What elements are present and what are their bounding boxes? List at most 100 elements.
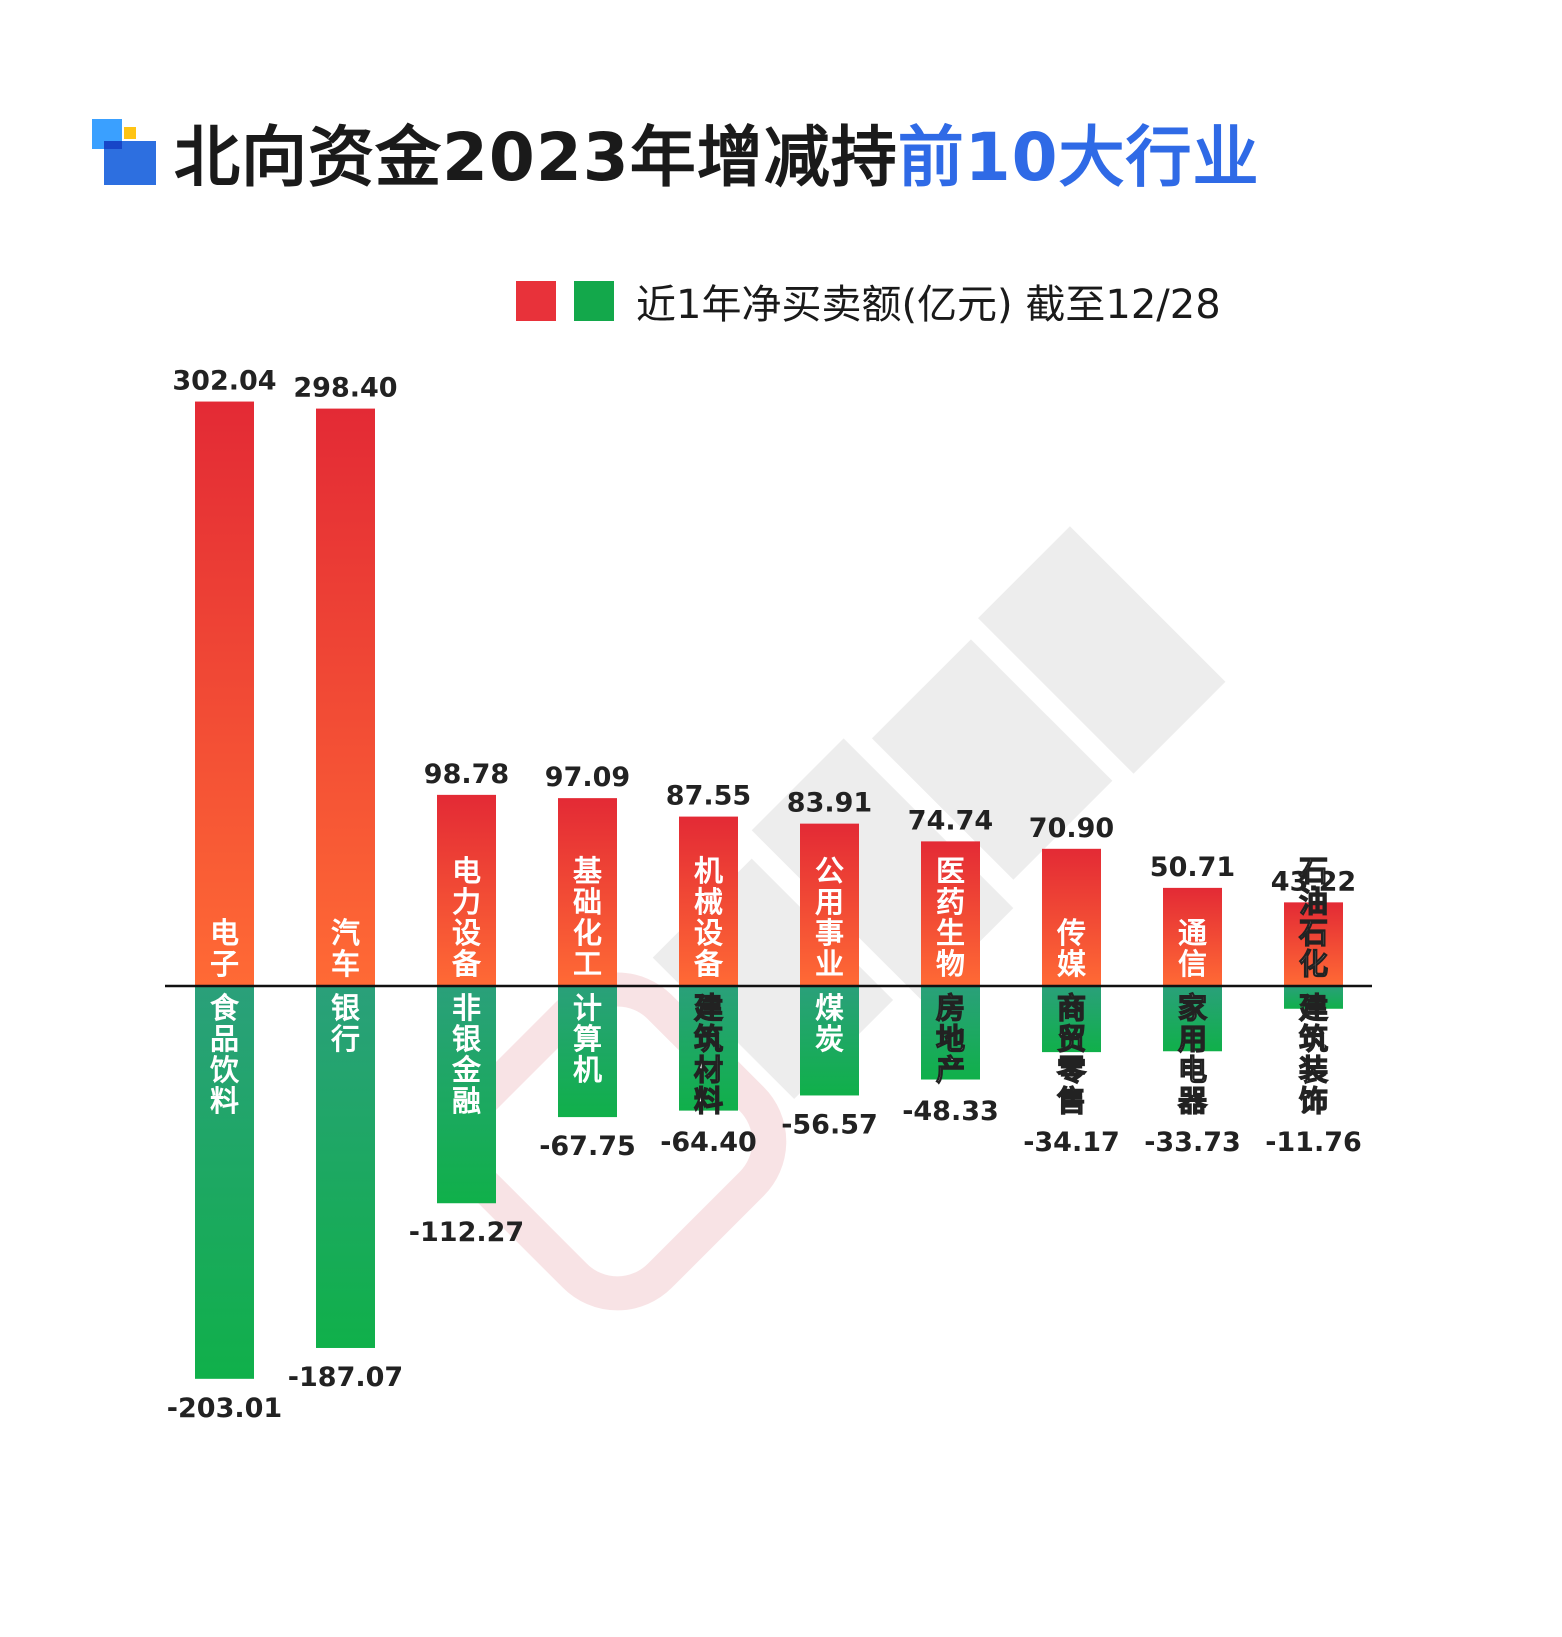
bar-positive (558, 798, 617, 986)
category-label-char: 设 (694, 916, 723, 950)
value-label-negative: -34.17 (1023, 1127, 1120, 1158)
category-label-char: 贸 (1057, 1022, 1086, 1056)
category-label-char: 化 (1299, 947, 1328, 981)
category-label-char: 家 (1178, 991, 1207, 1025)
chart-title: 北向资金2023年增减持前10大行业 (92, 112, 1260, 196)
category-label-char: 汽 (331, 916, 360, 950)
category-label-char: 煤 (815, 991, 844, 1025)
value-label-negative: -112.27 (409, 1217, 524, 1248)
category-label-char: 油 (1299, 885, 1328, 919)
category-label-char: 公 (815, 854, 844, 888)
value-label-positive: 74.74 (908, 805, 993, 836)
category-label-char: 事 (815, 916, 844, 950)
category-label-char: 础 (573, 885, 602, 919)
category-label-char: 计 (573, 991, 602, 1025)
category-label-char: 基 (573, 854, 603, 888)
category-label-char: 商 (1057, 991, 1086, 1025)
category-label-char: 筑 (1299, 1022, 1328, 1056)
bar-negative (800, 986, 859, 1096)
title-text: 北向资金2023年增减持前10大行业 (174, 104, 1260, 200)
category-label-char: 医 (936, 854, 965, 888)
legend-swatch-buy (516, 281, 556, 321)
category-label-char: 物 (936, 947, 965, 981)
category-label-char: 用 (1178, 1022, 1207, 1056)
category-label-char: 金 (451, 1053, 482, 1087)
category-label-char: 电 (1178, 1053, 1207, 1087)
category-label-char: 信 (1178, 947, 1207, 981)
value-label-positive: 87.55 (666, 781, 751, 812)
value-label-positive: 97.09 (545, 762, 630, 793)
bar-negative (679, 986, 738, 1111)
category-label-char: 石 (1298, 916, 1328, 950)
value-label-positive: 43.22 (1271, 866, 1356, 897)
category-label-char: 备 (693, 947, 724, 981)
category-label-char: 银 (452, 1022, 481, 1056)
category-label-char: 媒 (1057, 947, 1087, 981)
category-label-char: 设 (452, 916, 481, 950)
category-label-char: 通 (1178, 916, 1207, 950)
category-label-char: 业 (815, 947, 844, 981)
value-label-negative: -203.01 (167, 1393, 282, 1424)
category-label-char: 房 (936, 991, 965, 1025)
category-label-char: 生 (936, 916, 965, 950)
value-label-negative: -56.57 (781, 1109, 878, 1140)
category-label-char: 建 (694, 991, 723, 1025)
category-label-char: 化 (573, 916, 602, 950)
category-label-char: 行 (330, 1022, 360, 1056)
category-label-char: 力 (452, 885, 481, 919)
category-label-char: 售 (1057, 1084, 1086, 1118)
legend-swatch-sell (574, 281, 614, 321)
category-label-char: 备 (451, 947, 482, 981)
category-label-char: 算 (573, 1022, 602, 1056)
value-label-positive: 70.90 (1029, 813, 1114, 844)
category-label-char: 产 (936, 1053, 965, 1087)
value-label-negative: -64.40 (660, 1127, 757, 1158)
category-label-char: 银 (331, 991, 360, 1025)
category-label-char: 器 (1177, 1084, 1208, 1118)
category-label-char: 机 (573, 1053, 602, 1087)
value-label-negative: -67.75 (539, 1131, 636, 1162)
bar-negative (316, 986, 375, 1348)
legend: 近1年净买卖额(亿元) 截至12/28 (516, 272, 1221, 330)
bar-positive (1042, 848, 1101, 986)
bar-positive (1284, 902, 1343, 986)
category-label-char: 建 (1299, 991, 1328, 1025)
value-label-positive: 302.04 (172, 366, 276, 397)
bar-negative (1284, 986, 1343, 1009)
title-main: 北向资金2023年增减持 (174, 119, 898, 196)
value-label-negative: -48.33 (902, 1096, 999, 1127)
bar-positive (800, 823, 859, 986)
category-label-char: 车 (331, 947, 360, 981)
category-label-char: 械 (694, 885, 723, 919)
category-label-char: 子 (210, 947, 239, 981)
category-label-char: 料 (210, 1084, 239, 1118)
bar-positive (195, 401, 254, 986)
value-label-positive: 98.78 (424, 759, 509, 790)
category-label-char: 电 (452, 854, 481, 888)
bar-negative (195, 986, 254, 1379)
category-label-char: 零 (1057, 1053, 1087, 1087)
value-label-positive: 298.40 (293, 373, 397, 404)
value-label-negative: -33.73 (1144, 1127, 1241, 1158)
category-label-char: 食 (210, 991, 240, 1025)
category-label-char: 传 (1056, 916, 1086, 950)
category-label-char: 非 (452, 991, 481, 1025)
bar-negative (437, 986, 496, 1204)
bar-negative (558, 986, 617, 1118)
category-label-char: 工 (573, 947, 602, 981)
value-label-positive: 50.71 (1150, 852, 1235, 883)
category-label-char: 饰 (1299, 1084, 1328, 1118)
category-label-char: 融 (452, 1084, 481, 1118)
bar-positive (679, 816, 738, 986)
bar-positive (316, 408, 375, 986)
value-label-positive: 83.91 (787, 788, 872, 819)
category-label-char: 地 (936, 1022, 965, 1056)
bar-negative (921, 986, 980, 1080)
category-label-char: 料 (694, 1084, 723, 1118)
title-logo-icon (92, 119, 156, 185)
category-label-char: 电 (210, 916, 239, 950)
category-label-char: 药 (936, 885, 965, 919)
category-label-char: 用 (815, 885, 844, 919)
category-label-char: 装 (1299, 1053, 1328, 1087)
value-label-negative: -187.07 (288, 1362, 403, 1393)
